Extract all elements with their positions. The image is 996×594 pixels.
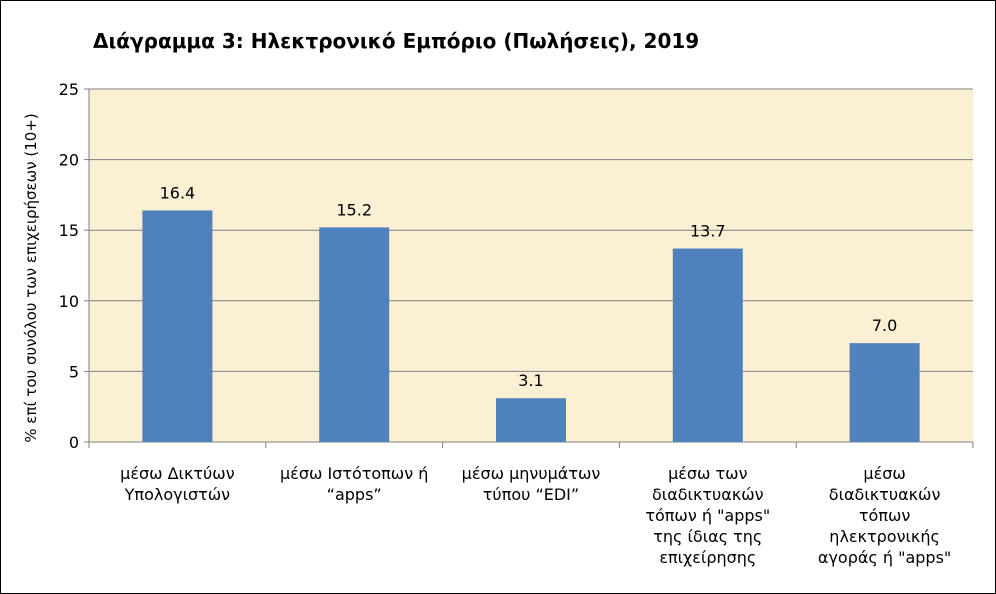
x-category-label: μέσω Ιστότοπων ή “apps” — [280, 464, 429, 504]
data-label: 16.4 — [160, 183, 196, 202]
data-label: 13.7 — [690, 222, 726, 241]
y-tick-label: 15 — [59, 221, 79, 240]
plot-area — [89, 89, 973, 442]
y-axis-label: % επί του συνόλου των επιχειρήσεων (10+) — [22, 113, 40, 443]
x-category-label: μέσω διαδικτυακών τόπων ηλεκτρονικής αγο… — [817, 464, 952, 567]
y-tick-label: 0 — [69, 433, 79, 452]
bar — [496, 398, 566, 442]
x-category-label: μέσω Δικτύων Υπολογιστών — [120, 464, 235, 504]
x-category-label: μέσω των διαδικτυακών τόπων ή "apps" της… — [645, 464, 771, 567]
y-tick-label: 5 — [69, 362, 79, 381]
bar — [319, 227, 390, 442]
data-label: 15.2 — [336, 200, 372, 219]
x-category-label: μέσω μηνυμάτων τύπου “EDI” — [461, 464, 601, 504]
bar — [672, 248, 743, 442]
data-label: 3.1 — [518, 371, 543, 390]
bar — [849, 343, 920, 442]
y-tick-label: 10 — [59, 292, 79, 311]
data-label: 7.0 — [872, 316, 897, 335]
chart-title: Διάγραμμα 3: Ηλεκτρονικό Εμπόριο (Πωλήσε… — [93, 29, 700, 53]
y-tick-label: 20 — [59, 151, 79, 170]
bar — [142, 210, 213, 442]
y-tick-label: 25 — [59, 80, 79, 99]
